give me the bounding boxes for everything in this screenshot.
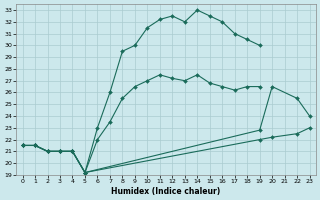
X-axis label: Humidex (Indice chaleur): Humidex (Indice chaleur) — [111, 187, 221, 196]
